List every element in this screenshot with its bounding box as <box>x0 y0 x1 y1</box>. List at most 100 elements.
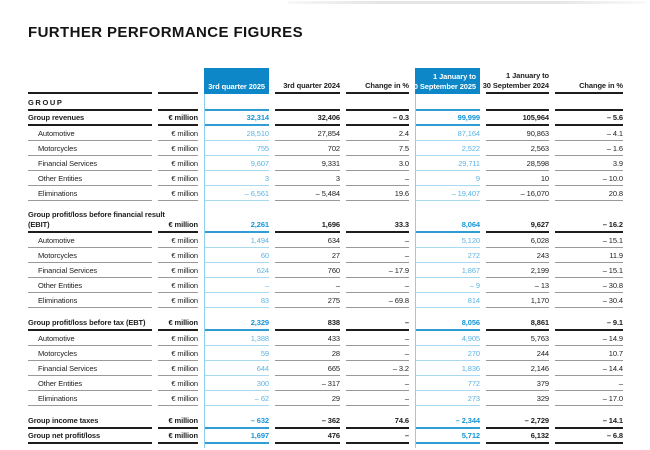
value-cell: – 14.4 <box>555 361 623 376</box>
value-cell: 8,056 <box>415 316 480 331</box>
value-cell: 28,510 <box>204 126 269 141</box>
row-label: Motorcycles <box>28 141 152 156</box>
value-cell: – 5,484 <box>275 186 340 201</box>
table-row: Automotive € million 1,388 433–4,905 5,763 – … <box>28 331 623 346</box>
value-cell: – 6,561 <box>204 186 269 201</box>
group-unit-cell <box>158 94 198 111</box>
value-cell: – <box>346 429 409 444</box>
value-cell: – 9.1 <box>555 316 623 331</box>
header-unit-spacer <box>158 68 198 94</box>
page-title: FURTHER PERFORMANCE FIGURES <box>28 24 303 41</box>
table-row: Automotive € million 28,510 27,854 2.4 87,164… <box>28 126 623 141</box>
group-empty-cell <box>555 94 623 111</box>
value-cell: 10 <box>486 171 549 186</box>
value-cell: 19.6 <box>346 186 409 201</box>
table-section: Group profit/loss before tax (EBT) € mill… <box>28 316 623 406</box>
value-cell: – <box>346 316 409 331</box>
value-cell: 20.8 <box>555 186 623 201</box>
value-cell: 379 <box>486 376 549 391</box>
value-cell: 8,861 <box>486 316 549 331</box>
row-label: Eliminations <box>28 391 152 406</box>
header-q3-2024: 3rd quarter 2024 <box>275 68 340 94</box>
value-cell: 760 <box>275 263 340 278</box>
table-row: Group profit/loss before tax (EBT) € mill… <box>28 316 623 331</box>
unit-cell: € million <box>158 346 198 361</box>
value-cell: 772 <box>415 376 480 391</box>
performance-table: 3rd quarter 2025 3rd quarter 2024 Change… <box>28 68 623 448</box>
header-label-spacer <box>28 68 152 94</box>
unit-cell: € million <box>158 186 198 201</box>
value-cell: 27,854 <box>275 126 340 141</box>
row-label: Eliminations <box>28 293 152 308</box>
value-cell: – <box>346 248 409 263</box>
value-cell: 5,763 <box>486 331 549 346</box>
value-cell: 59 <box>204 346 269 361</box>
value-cell: 300 <box>204 376 269 391</box>
value-cell: 644 <box>204 361 269 376</box>
unit-cell: € million <box>158 278 198 293</box>
value-cell: – <box>346 171 409 186</box>
value-cell: 28 <box>275 346 340 361</box>
unit-cell: € million <box>158 171 198 186</box>
value-cell: – <box>555 376 623 391</box>
value-cell: 7.5 <box>346 141 409 156</box>
value-cell: – <box>346 233 409 248</box>
value-cell: – <box>346 331 409 346</box>
value-cell: 270 <box>415 346 480 361</box>
value-cell: – 15.1 <box>555 233 623 248</box>
value-cell: 3 <box>204 171 269 186</box>
value-cell: 243 <box>486 248 549 263</box>
value-cell: – <box>346 278 409 293</box>
table-header-row: 3rd quarter 2025 3rd quarter 2024 Change… <box>28 68 623 94</box>
value-cell: 838 <box>275 316 340 331</box>
value-cell: – 1.6 <box>555 141 623 156</box>
value-cell: 476 <box>275 429 340 444</box>
header-ytd-2024: 1 January to 30 September 2024 <box>483 68 549 94</box>
highlight-column-line-quarter <box>204 94 205 448</box>
table-row: Other Entities € million – – – – 9– 13– 30.8 <box>28 278 623 293</box>
value-cell: 4,905 <box>415 331 480 346</box>
unit-cell: € million <box>158 429 198 444</box>
value-cell: 433 <box>275 331 340 346</box>
value-cell: – 16.2 <box>555 209 623 233</box>
value-cell: 32,314 <box>204 111 269 126</box>
value-cell: – 62 <box>204 391 269 406</box>
unit-cell: € million <box>158 391 198 406</box>
group-empty-cell <box>346 94 409 111</box>
table-row: Group income taxes € million – 632 – 362 74.… <box>28 414 623 429</box>
value-cell: 60 <box>204 248 269 263</box>
table-row: Group profit/loss before financial resul… <box>28 209 623 233</box>
value-cell: – 362 <box>275 414 340 429</box>
highlight-column-line-ytd <box>415 94 416 448</box>
value-cell: 329 <box>486 391 549 406</box>
value-cell: – 30.4 <box>555 293 623 308</box>
value-cell: – 632 <box>204 414 269 429</box>
table-row: Financial Services € million 9,607 9,331 3.0… <box>28 156 623 171</box>
value-cell: 9,331 <box>275 156 340 171</box>
value-cell: 1,696 <box>275 209 340 233</box>
table-row: Motorcycles € million 59 28–270 244 10.7 <box>28 346 623 361</box>
value-cell: – 69.8 <box>346 293 409 308</box>
value-cell: – 14.9 <box>555 331 623 346</box>
value-cell: 3.0 <box>346 156 409 171</box>
value-cell: 814 <box>415 293 480 308</box>
table-row: Eliminations € million 83 275 – 69.8 814 1,170… <box>28 293 623 308</box>
row-label: Motorcycles <box>28 346 152 361</box>
table-section: Group revenues € million 32,314 32,406 – 0.3… <box>28 111 623 201</box>
value-cell: 1,388 <box>204 331 269 346</box>
header-change-ytd: Change in % <box>555 68 623 94</box>
value-cell: 3 <box>275 171 340 186</box>
value-cell: 29 <box>275 391 340 406</box>
row-label: Automotive <box>28 331 152 346</box>
value-cell: 99,999 <box>415 111 480 126</box>
value-cell: – 317 <box>275 376 340 391</box>
value-cell: 27 <box>275 248 340 263</box>
value-cell: – 13 <box>486 278 549 293</box>
unit-cell: € million <box>158 209 198 233</box>
value-cell: – 15.1 <box>555 263 623 278</box>
table-row: Financial Services € million 644 665 – 3.2 1,… <box>28 361 623 376</box>
value-cell: 1,836 <box>415 361 480 376</box>
value-cell: 8,064 <box>415 209 480 233</box>
value-cell: 272 <box>415 248 480 263</box>
value-cell: – 14.1 <box>555 414 623 429</box>
